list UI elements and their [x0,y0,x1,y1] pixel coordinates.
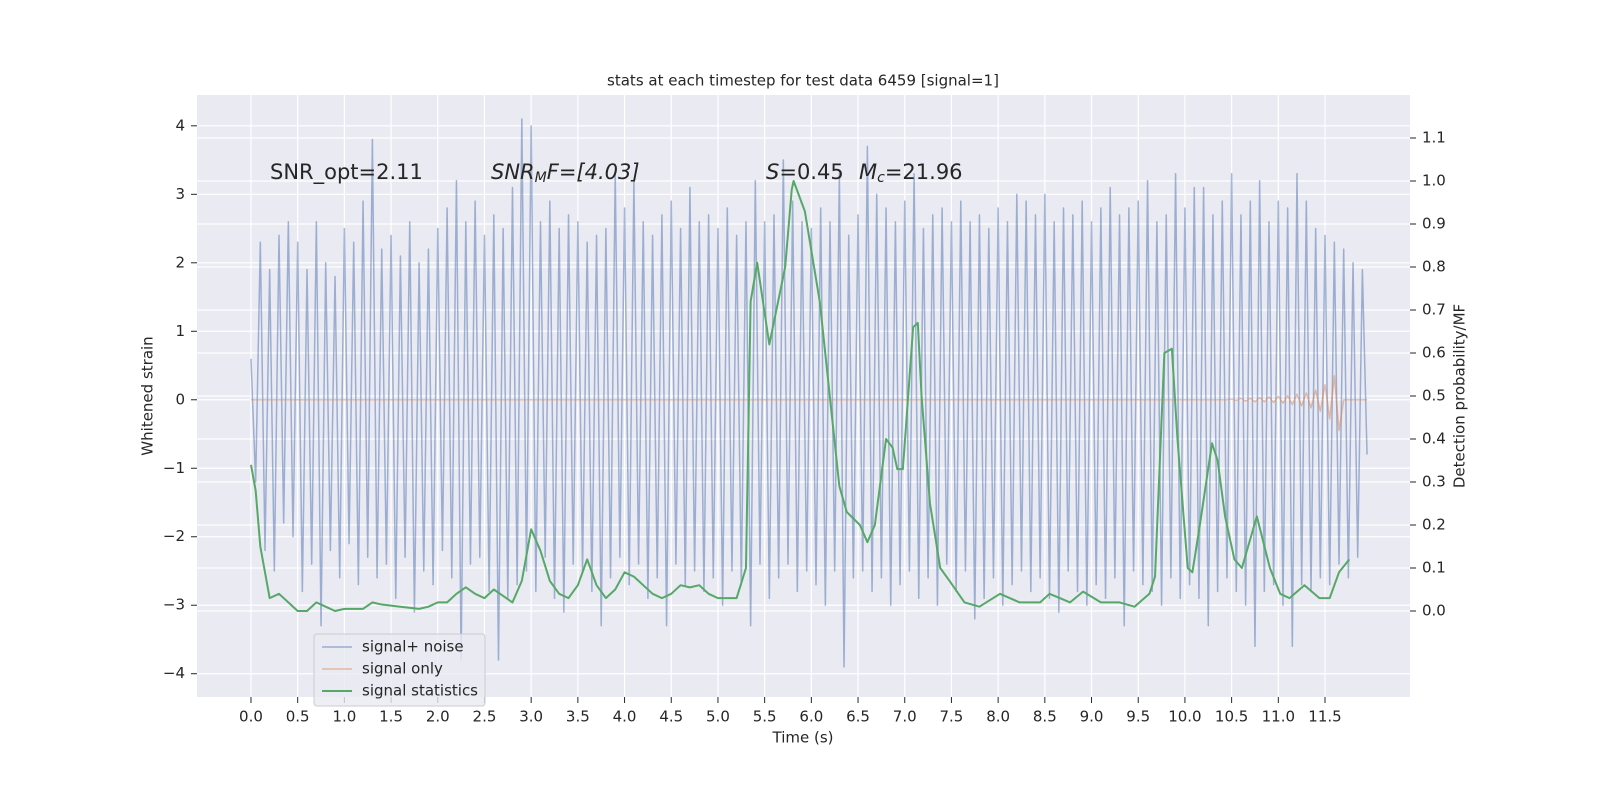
x-tick-label: 8.5 [1033,708,1057,726]
x-tick-label: 8.0 [986,708,1010,726]
y2-tick-label: 1.1 [1422,129,1446,147]
series-line [249,180,1351,612]
y2-tick-label: 1.0 [1422,172,1446,190]
annotation: Mc=21.96 [859,160,963,186]
annotation-text: SNR_opt=2.11 [270,160,423,185]
y2-tick-label: 0.9 [1422,215,1446,233]
y-tick-label: 1 [175,322,185,340]
y-tick-label: −4 [163,664,185,682]
y-axis-label: Whitened strain [139,336,157,455]
y-tick-label: 2 [175,253,185,271]
x-tick-label: 4.5 [659,708,683,726]
legend-label: signal only [362,660,443,678]
y2-tick-label: 0.7 [1422,301,1446,319]
x-tick-label: 0.0 [239,708,263,726]
x-tick-label: 1.0 [332,708,356,726]
x-tick-label: 0.5 [286,708,310,726]
annotation-text: S [766,160,779,184]
x-tick-label: 11.0 [1262,708,1295,726]
x-tick-label: 11.5 [1308,708,1341,726]
y2-axis-label: Detection probability/MF [1451,304,1469,488]
y-tick-label: 3 [175,185,185,203]
x-tick-label: 9.0 [1080,708,1104,726]
x-tick-label: 10.5 [1215,708,1248,726]
annotation-text: M [859,160,877,184]
annotation-text: =0.45 [779,160,843,184]
y-tick-label: −3 [163,596,185,614]
y2-tick-label: 0.0 [1422,602,1446,620]
legend: signal+ noise signal only signal statistic… [313,633,486,707]
annotation-text: SNR [491,160,535,184]
x-tick-label: 4.0 [613,708,637,726]
x-tick-label: 2.0 [426,708,450,726]
x-axis-label: Time (s) [772,729,834,747]
annotation: SNRMF=[4.03] [491,160,640,186]
annotation-text: F=[4.03] [547,160,640,184]
y-tick-label: −1 [163,459,185,477]
x-tick-label: 5.0 [706,708,730,726]
x-tick-label: 7.5 [940,708,964,726]
y2-tick-label: 0.4 [1422,430,1446,448]
x-tick-label: 6.5 [846,708,870,726]
x-tick-label: 6.0 [799,708,823,726]
chart-title: stats at each timestep for test data 645… [607,72,999,90]
y-tick-label: 0 [175,390,185,408]
y2-tick-label: 0.8 [1422,258,1446,276]
x-tick-label: 9.5 [1126,708,1150,726]
x-tick-label: 2.5 [473,708,497,726]
x-tick-label: 3.0 [519,708,543,726]
x-tick-label: 1.5 [379,708,403,726]
annotation-sub: c [877,170,885,186]
y2-tick-label: 0.6 [1422,344,1446,362]
legend-label: signal statistics [362,682,478,700]
legend-box [313,633,486,707]
annotation-text: =21.96 [885,160,963,184]
x-tick-label: 5.5 [753,708,777,726]
legend-label: signal+ noise [362,638,464,656]
x-tick-label: 10.0 [1168,708,1201,726]
series-line [250,375,1368,432]
plot [249,118,1368,668]
y2-tick-label: 0.2 [1422,516,1446,534]
x-tick-label: 7.0 [893,708,917,726]
y-tick-label: −2 [163,527,185,545]
annotation: S=0.45 [766,160,844,184]
y-tick-label: 4 [175,116,185,134]
annotation-sub: M [535,170,547,186]
annotation: SNR_opt=2.11 [270,160,423,185]
y2-tick-label: 0.5 [1422,387,1446,405]
y2-tick-label: 0.3 [1422,473,1446,491]
x-tick-label: 3.5 [566,708,590,726]
y2-tick-label: 0.1 [1422,559,1446,577]
